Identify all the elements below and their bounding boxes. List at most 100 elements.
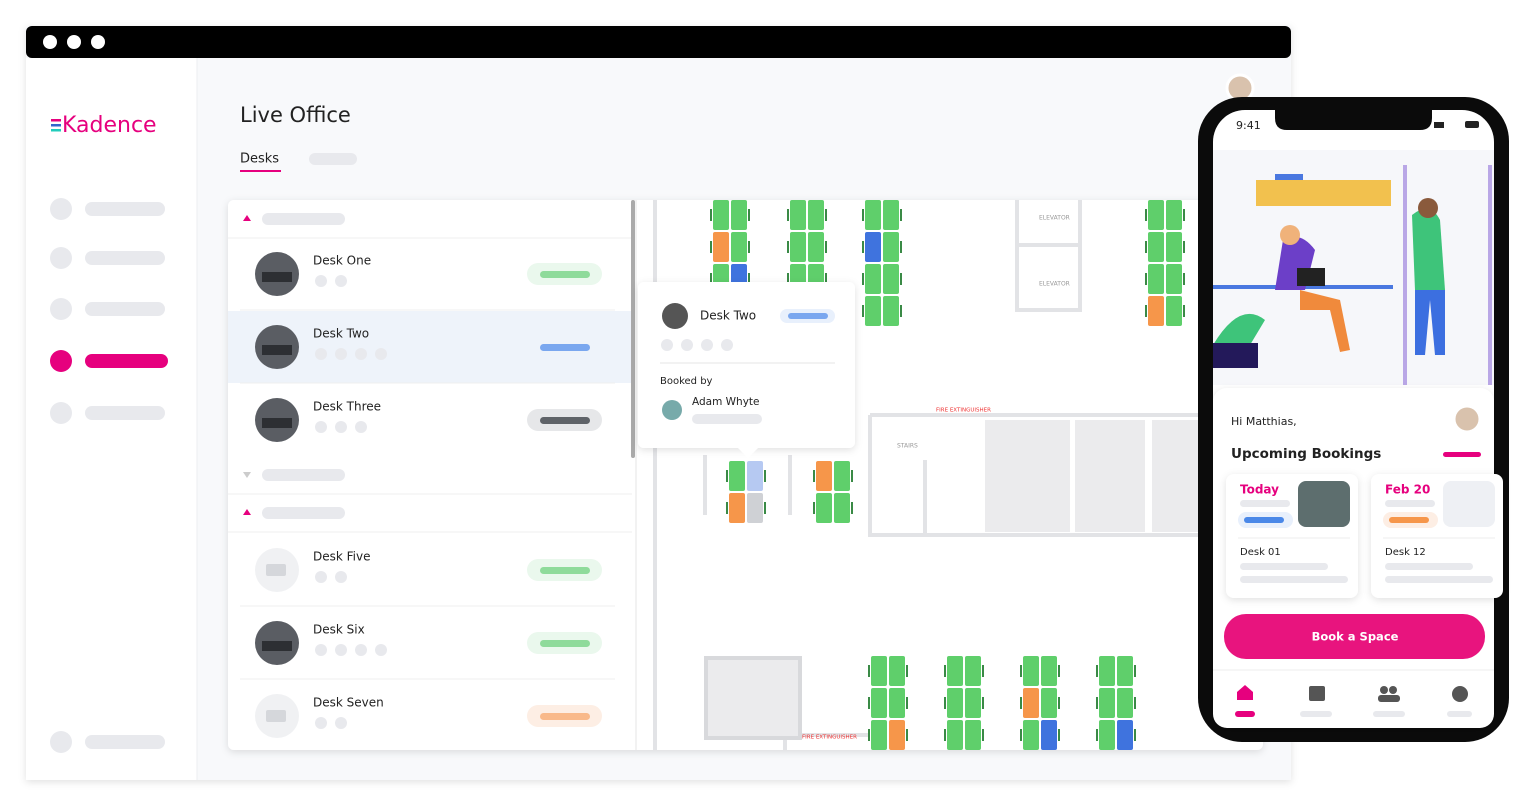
desk[interactable] <box>747 461 763 491</box>
book-button[interactable] <box>1224 614 1485 659</box>
desk[interactable] <box>865 264 881 294</box>
desk[interactable] <box>731 200 747 230</box>
desk[interactable] <box>883 200 899 230</box>
desk[interactable] <box>1099 688 1115 718</box>
desk[interactable] <box>1099 720 1115 750</box>
nav-item[interactable] <box>85 354 168 368</box>
section-toggle[interactable] <box>243 509 251 515</box>
section-toggle[interactable] <box>243 215 251 221</box>
nav-icon[interactable] <box>50 198 72 220</box>
nav-item[interactable] <box>85 406 165 420</box>
desk[interactable] <box>947 688 963 718</box>
desk[interactable] <box>865 232 881 262</box>
desk[interactable] <box>889 688 905 718</box>
desk[interactable] <box>713 200 729 230</box>
desk[interactable] <box>871 688 887 718</box>
desk[interactable] <box>816 493 832 523</box>
desk[interactable] <box>1023 720 1039 750</box>
desk-photo-detail <box>262 418 292 428</box>
desk[interactable] <box>1117 656 1133 686</box>
nav-item[interactable] <box>85 302 165 316</box>
desk[interactable] <box>729 461 745 491</box>
tab-profile[interactable] <box>1452 686 1468 702</box>
desk[interactable] <box>883 264 899 294</box>
desk[interactable] <box>947 720 963 750</box>
nav-icon[interactable] <box>50 350 72 372</box>
desk-row[interactable]: Desk One <box>240 252 615 311</box>
section-toggle[interactable] <box>243 472 251 478</box>
status-bar <box>1389 517 1429 523</box>
nav-icon[interactable] <box>50 298 72 320</box>
nav-icon[interactable] <box>50 247 72 269</box>
desk[interactable] <box>790 232 806 262</box>
tab-bar <box>1235 685 1472 717</box>
desk[interactable] <box>1166 232 1182 262</box>
desk[interactable] <box>865 296 881 326</box>
tab[interactable]: Desks <box>240 152 279 167</box>
desk[interactable] <box>1148 200 1164 230</box>
desk[interactable] <box>889 720 905 750</box>
desk-row[interactable]: Desk Three <box>255 398 602 442</box>
desk[interactable] <box>729 493 745 523</box>
desk[interactable] <box>713 232 729 262</box>
desk[interactable] <box>790 200 806 230</box>
desk-row[interactable]: Desk Two <box>228 311 631 384</box>
section-title <box>262 213 345 225</box>
desk[interactable] <box>1166 264 1182 294</box>
desk[interactable] <box>808 232 824 262</box>
desk[interactable] <box>747 493 763 523</box>
placeholder-dot <box>335 275 347 287</box>
desk[interactable] <box>947 656 963 686</box>
desk[interactable] <box>1023 688 1039 718</box>
desk-name: Desk Two <box>313 327 369 341</box>
desk-row[interactable]: Desk Seven <box>255 694 602 738</box>
desk[interactable] <box>1148 264 1164 294</box>
chair <box>710 209 712 221</box>
desk[interactable] <box>965 656 981 686</box>
chair <box>906 665 908 677</box>
desk[interactable] <box>808 200 824 230</box>
desk[interactable] <box>816 461 832 491</box>
tab-placeholder[interactable] <box>309 153 357 165</box>
desk[interactable] <box>1166 296 1182 326</box>
chair <box>1134 665 1136 677</box>
tab-home[interactable] <box>1237 685 1253 700</box>
tab-calendar[interactable] <box>1309 686 1325 701</box>
desk[interactable] <box>883 296 899 326</box>
desk[interactable] <box>1041 720 1057 750</box>
tab-people[interactable] <box>1380 686 1388 694</box>
nav-icon[interactable] <box>50 731 72 753</box>
desk[interactable] <box>731 232 747 262</box>
desk-row[interactable]: Desk Six <box>240 621 615 680</box>
desk[interactable] <box>865 200 881 230</box>
placeholder-dot <box>355 421 367 433</box>
nav-item[interactable] <box>85 202 165 216</box>
desk[interactable] <box>1148 296 1164 326</box>
scrollbar[interactable] <box>631 200 635 458</box>
nav-item[interactable] <box>85 735 165 749</box>
desk[interactable] <box>1041 656 1057 686</box>
desk[interactable] <box>883 232 899 262</box>
desk[interactable] <box>965 720 981 750</box>
book-button-label[interactable]: Book a Space <box>1312 630 1399 644</box>
desk[interactable] <box>1117 720 1133 750</box>
desk[interactable] <box>889 656 905 686</box>
chair <box>710 241 712 253</box>
desk[interactable] <box>1099 656 1115 686</box>
placeholder-dot <box>355 348 367 360</box>
desk[interactable] <box>1117 688 1133 718</box>
booking-line <box>1385 576 1493 583</box>
desk[interactable] <box>871 656 887 686</box>
desk-row[interactable]: Desk Five <box>240 548 615 607</box>
desk[interactable] <box>1023 656 1039 686</box>
desk[interactable] <box>1166 200 1182 230</box>
desk[interactable] <box>1148 232 1164 262</box>
desk[interactable] <box>871 720 887 750</box>
nav-icon[interactable] <box>50 402 72 424</box>
desk[interactable] <box>1041 688 1057 718</box>
desk[interactable] <box>834 493 850 523</box>
desk[interactable] <box>965 688 981 718</box>
placeholder-dot <box>315 348 327 360</box>
desk[interactable] <box>834 461 850 491</box>
nav-item[interactable] <box>85 251 165 265</box>
